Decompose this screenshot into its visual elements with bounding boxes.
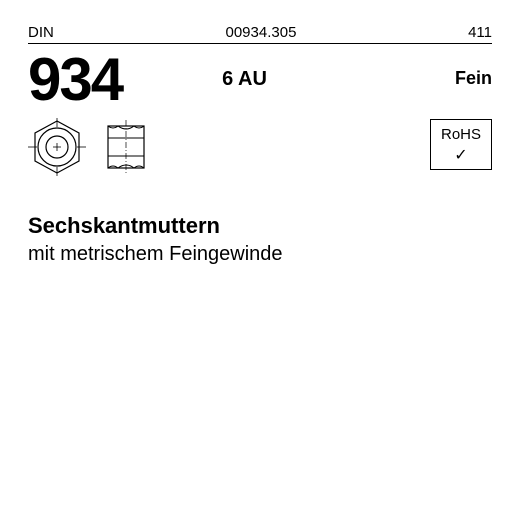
title-sub: mit metrischem Feingewinde	[28, 243, 492, 266]
main-info-row: 934 6 AU Fein	[28, 50, 492, 110]
din-number: 934	[28, 50, 122, 110]
title-main: Sechskantmuttern	[28, 213, 492, 239]
rohs-badge: RoHS ✓	[430, 119, 492, 170]
rohs-check-icon: ✓	[441, 146, 481, 165]
nut-top-view-icon	[28, 118, 86, 181]
nut-side-view-icon	[104, 118, 148, 181]
standard-number: 00934.305	[54, 24, 468, 41]
rohs-label: RoHS	[441, 126, 481, 144]
title-block: Sechskantmuttern mit metrischem Feingewi…	[28, 213, 492, 266]
variant-label: Fein	[455, 68, 492, 89]
page-number: 411	[468, 24, 492, 41]
drawings-row: RoHS ✓	[28, 118, 492, 181]
header-divider	[28, 43, 492, 44]
header-row: DIN 00934.305 411	[28, 24, 492, 41]
standard-label: DIN	[28, 24, 54, 41]
grade-value: 6 AU	[222, 68, 267, 91]
